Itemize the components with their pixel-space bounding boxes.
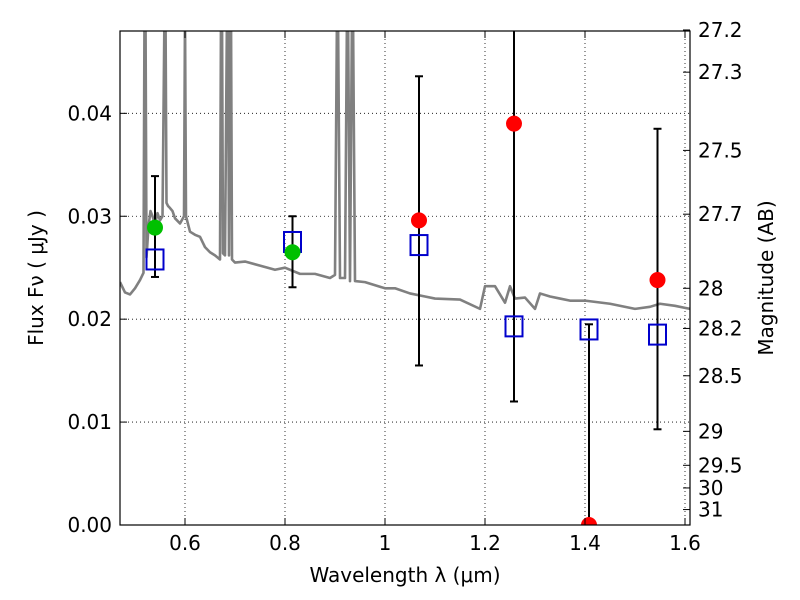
x-tick-label: 0.6 — [169, 531, 201, 555]
y-axis-right-title: Magnitude (AB) — [754, 200, 778, 355]
y-tick-label: 0.01 — [67, 410, 112, 434]
magnitude-tick-label: 27.5 — [698, 138, 743, 162]
model-photometry-point — [648, 323, 667, 346]
x-tick-label: 1 — [379, 531, 392, 555]
data-point-observed-red — [506, 115, 522, 132]
model-photometry-point — [579, 318, 599, 341]
grid — [120, 31, 690, 526]
y-tick-label: 0.04 — [67, 101, 112, 125]
magnitude-tick-label: 27.2 — [698, 18, 743, 42]
x-axis-title: Wavelength λ (μm) — [309, 563, 500, 587]
model-photometry-point — [145, 248, 165, 271]
y-axis-title: Flux Fν ( μJy ) — [24, 210, 48, 346]
data-point-observed-green — [147, 219, 163, 236]
y-tick-label: 0.00 — [67, 513, 112, 537]
magnitude-tick-label: 28.5 — [698, 364, 743, 388]
model-photometry-point — [409, 234, 429, 257]
model-photometry-point — [504, 315, 524, 338]
magnitude-tick-label: 29.5 — [698, 453, 743, 477]
magnitude-tick-label: 28 — [698, 276, 723, 300]
magnitude-tick-label: 29 — [698, 419, 723, 443]
magnitude-tick-label: 27.3 — [698, 60, 743, 84]
magnitude-tick-label: 30 — [698, 476, 723, 500]
data-point-observed-red — [411, 212, 427, 229]
x-tick-label: 1.6 — [669, 531, 701, 555]
data-point-observed-red — [649, 272, 666, 289]
x-tick-label: 1.4 — [569, 531, 601, 555]
data-point-observed-green — [284, 244, 301, 261]
plot-area — [120, 31, 690, 525]
magnitude-tick-label: 31 — [698, 498, 723, 522]
magnitude-tick-label: 27.7 — [698, 202, 743, 226]
x-tick-label: 0.8 — [269, 531, 301, 555]
y-tick-label: 0.02 — [67, 307, 112, 331]
ticks: 0.6 0.8 1 1.2 1.4 1.6 0.00 0.01 0.02 0.03 0.04 27.2… — [67, 18, 742, 555]
axes-frame — [119, 30, 691, 526]
magnitude-tick-label: 28.2 — [698, 316, 743, 340]
x-tick-label: 1.2 — [469, 531, 501, 555]
y-tick-label: 0.03 — [67, 204, 112, 228]
model-spectrum-line — [120, 31, 690, 311]
